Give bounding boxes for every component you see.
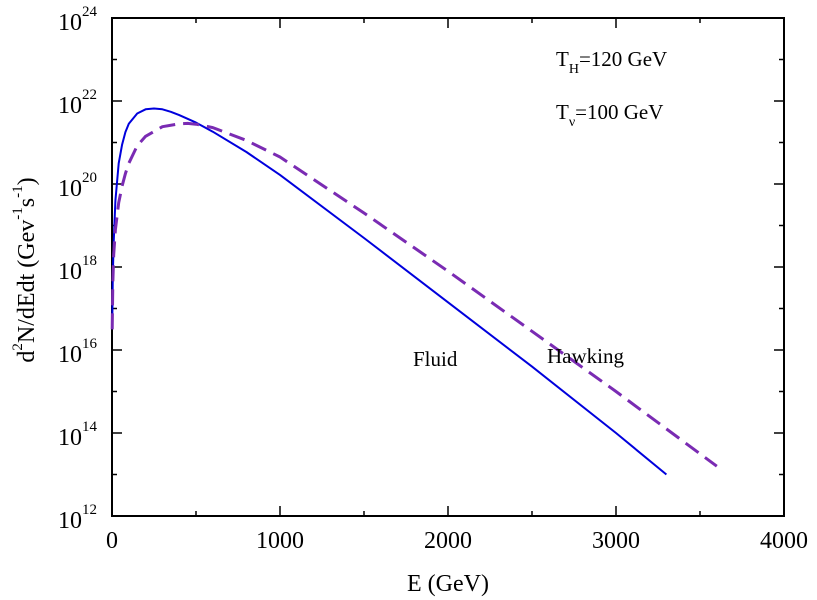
y-tick-label: 1022 [58,87,97,119]
x-axis-title: E (GeV) [407,571,489,597]
y-tick-label: 1014 [58,419,98,451]
temperature-hawking-label: TH=120 GeV [556,47,667,77]
x-tick-labels: 0 1000 2000 3000 4000 [106,528,808,554]
y-tick-label: 1018 [58,253,97,285]
y-tick-label: 1016 [58,336,98,368]
y-tick-label: 1020 [58,170,97,202]
x-tick-label: 2000 [424,528,472,554]
y-tick-label: 1012 [58,502,97,534]
series-line-fluid [111,107,668,476]
series-label-fluid: Fluid [413,347,458,371]
x-tick-label: 0 [106,528,118,554]
x-tick-label: 3000 [592,528,640,554]
series-label-hawking: Hawking [547,344,624,368]
plot-frame [111,17,785,517]
y-tick-labels: 1012 1014 1016 1018 1020 1022 1024 [58,4,98,534]
series-line-hawking [110,121,718,468]
x-tick-label: 1000 [256,528,304,554]
y-axis-title: d2N/dEdt (Gev-1s-1) [10,177,40,362]
axis-ticks [111,17,785,517]
y-tick-label: 1024 [58,4,98,36]
temperature-nu-label: Tν=100 GeV [556,100,663,130]
x-tick-label: 4000 [760,528,808,554]
